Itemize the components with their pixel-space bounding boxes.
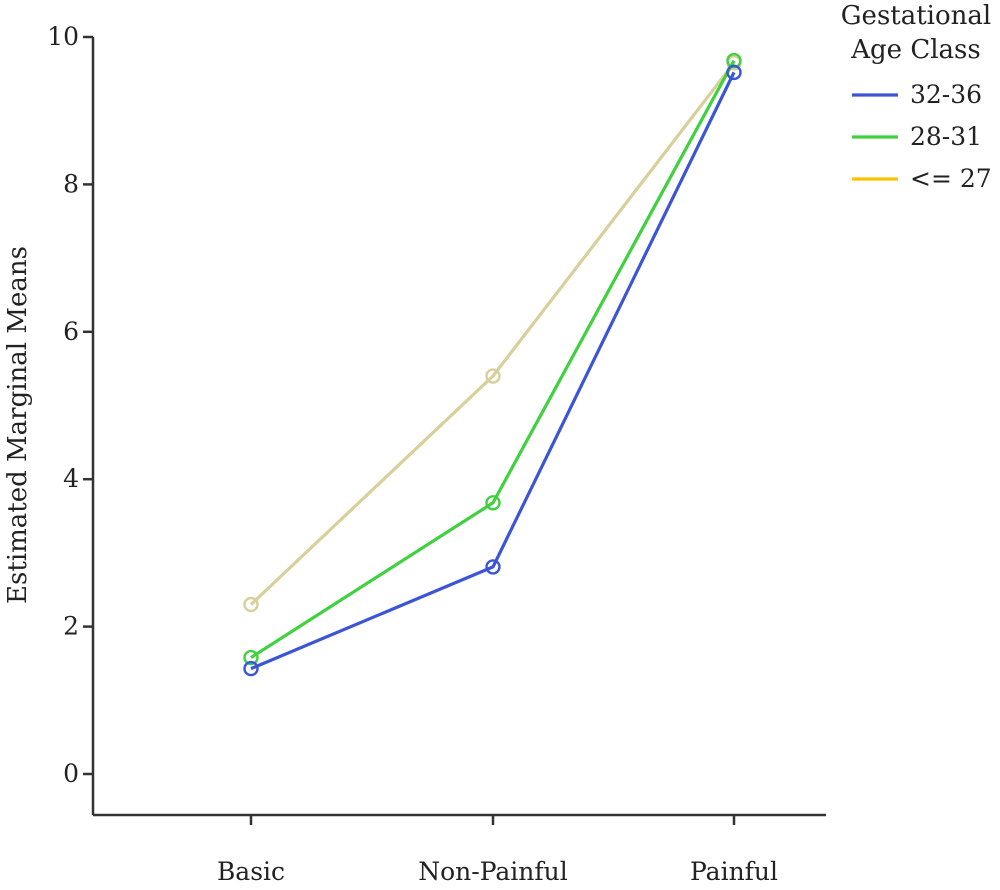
data-point xyxy=(726,52,742,69)
legend-title-line-2: Age Class xyxy=(850,35,980,65)
y-tick-label: 4 xyxy=(63,464,79,493)
series-line xyxy=(250,59,736,659)
series-line xyxy=(249,61,736,606)
data-point xyxy=(243,660,259,677)
y-tick-label: 0 xyxy=(63,759,79,788)
data-point xyxy=(726,64,742,81)
legend-label: <= 27 xyxy=(910,164,992,193)
legend: Gestational Age Class 32-36 28-31 <= 27 xyxy=(841,1,992,193)
x-tick-label: Painful xyxy=(690,857,778,886)
x-axis-ticks: Basic Non-Painful Painful xyxy=(217,815,778,886)
data-point xyxy=(485,495,501,511)
legend-label: 28-31 xyxy=(910,122,982,151)
y-axis-ticks: 0 2 4 6 8 10 xyxy=(47,22,93,788)
y-tick-label: 6 xyxy=(63,317,79,346)
legend-label: 32-36 xyxy=(910,80,982,109)
y-tick-label: 8 xyxy=(63,169,79,198)
y-tick-label: 2 xyxy=(63,612,79,641)
y-axis-title: Estimated Marginal Means xyxy=(3,246,33,604)
series-line xyxy=(250,71,736,671)
series-27 xyxy=(243,55,742,613)
y-tick-label: 10 xyxy=(47,22,79,51)
series-32-36 xyxy=(243,64,742,677)
axes xyxy=(91,37,826,817)
data-point xyxy=(485,559,501,575)
series-group xyxy=(243,52,742,677)
series-28-31 xyxy=(243,52,742,666)
data-point xyxy=(243,596,259,613)
data-point xyxy=(243,649,259,666)
x-tick-label: Non-Painful xyxy=(418,857,568,886)
x-tick-label: Basic xyxy=(217,857,285,886)
legend-title-line-1: Gestational xyxy=(841,1,991,31)
data-point xyxy=(485,368,501,384)
